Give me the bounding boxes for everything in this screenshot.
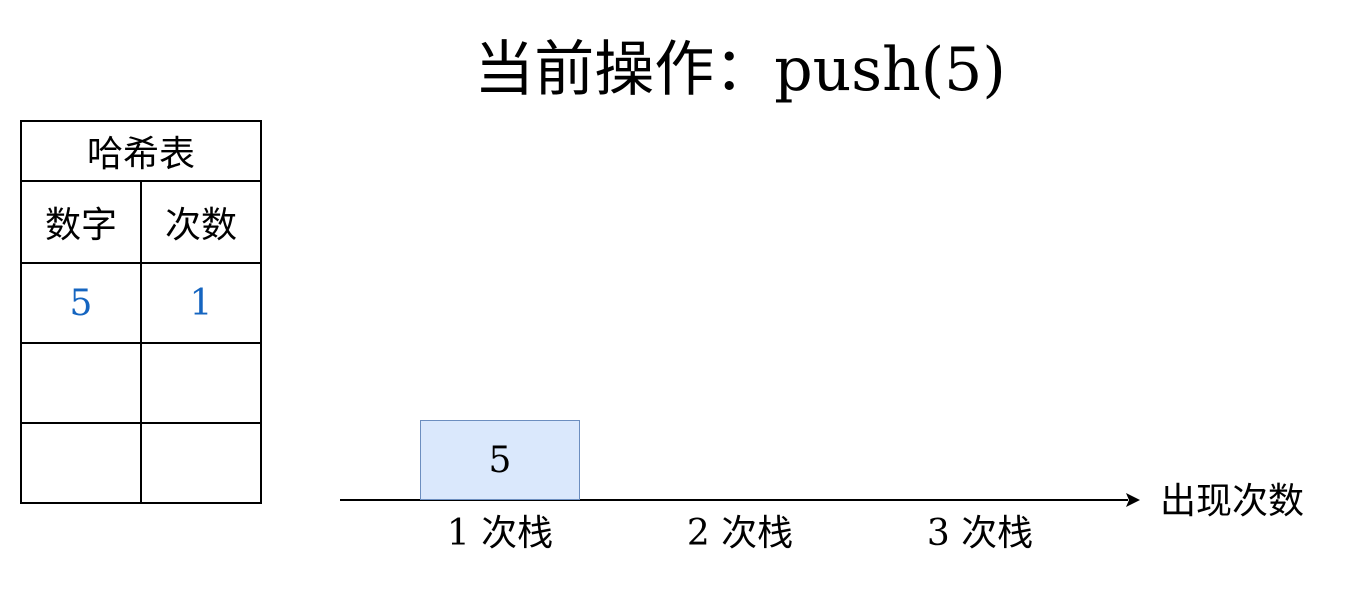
hash-table-cell-number [20,342,142,424]
stack-label-text: 次栈 [961,513,1034,554]
hash-table-caption: 哈希表 [20,120,262,182]
stack-label: 2 次栈 [640,512,840,556]
stack-label: 3 次栈 [880,512,1080,556]
axis-label: 出现次数 [1160,481,1305,522]
hash-table-cell-count: 1 [140,262,262,344]
hash-table-row [20,422,262,504]
hash-table: 哈希表 数字 次数 5 1 [20,120,262,504]
hash-table-cell-count [140,342,262,424]
hash-table-cell-count [140,422,262,504]
hash-table-cell-number: 5 [20,262,142,344]
hash-table-col-number: 数字 [20,180,142,264]
axis-arrow-icon [1126,493,1140,507]
stack-number: 2 [686,513,710,554]
hash-table-row [20,342,262,424]
stack-number: 1 [446,513,470,554]
operation-prefix: 当前操作： [474,35,775,105]
page-title: 当前操作：push(5) [0,30,1362,110]
stack-label-text: 次栈 [481,513,554,554]
stack-label-text: 次栈 [721,513,794,554]
operation-name: push(5) [774,35,1006,105]
stack-label: 1 次栈 [400,512,600,556]
hash-table-row: 5 1 [20,262,262,344]
stack-number: 3 [926,513,950,554]
hash-table-cell-number [20,422,142,504]
stack-element: 5 [420,420,580,500]
hash-table-col-count: 次数 [140,180,262,264]
